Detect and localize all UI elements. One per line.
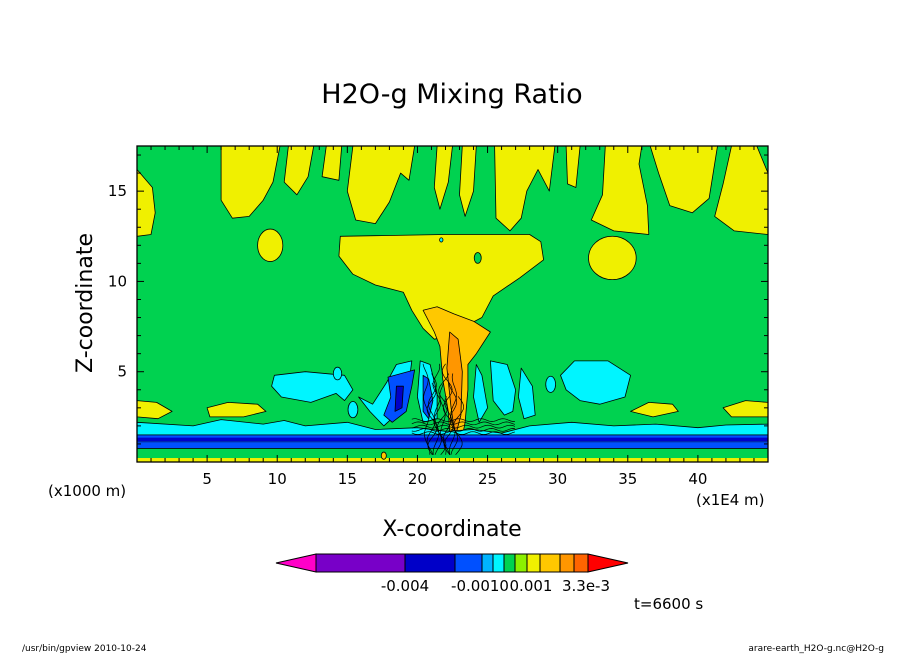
colorbar-arrow-high [587,553,629,573]
x-tick-label: 30 [548,470,567,488]
colorbar-swatch [539,553,561,573]
contour-region [137,437,768,442]
colorbar-swatch [481,553,494,573]
x-tick-label: 40 [688,470,707,488]
colorbar-swatch [315,553,406,573]
contour-region [590,146,650,235]
contour-region [630,401,679,418]
x-axis-ticks: 5 10 15 20 25 30 35 40 [150,146,755,488]
contour-region [433,146,453,210]
contour-region [446,331,463,438]
contour-region [714,146,768,235]
contour-region [137,458,768,462]
x-axis-label: X-coordinate [382,517,521,542]
contour-line [411,421,516,426]
contour-plot-area [136,145,769,463]
time-label: t=6600 s [634,595,703,613]
contour-region [137,442,768,449]
contour-region [489,360,516,416]
plot-frame [136,145,769,463]
contour-line [426,383,438,456]
contour-region [439,237,444,243]
x-tick-label: 35 [618,470,637,488]
colorbar-swatch [573,553,589,573]
contour-line [448,383,458,455]
x-tick-label: 25 [478,470,497,488]
contour-region [137,169,156,237]
contour-region [473,252,482,264]
contour-line [426,373,437,455]
core-contour-lines [411,363,516,456]
contour-region [271,371,354,403]
contour-line [411,418,515,422]
contour-region [565,146,581,188]
footer-right: arare-earth_H2O-g.nc@H2O-g [748,644,884,654]
contour-region [494,146,556,232]
contour-region [283,146,315,196]
contour-region [394,385,404,412]
contour-region [459,146,477,217]
y-tick-label: 15 [108,182,127,200]
y-axis-label: Z-coordinate [73,233,98,373]
colorbar-swatch [559,553,575,573]
contour-region [257,228,284,262]
contour-region [560,360,631,405]
contour-region [722,400,768,418]
colorbar-tick-label: 0.001 [510,577,553,595]
colorbar-tick-label: 3.3e-3 [562,577,610,595]
y-axis-ticks: 5 10 15 [108,154,768,445]
colorbar-swatch [503,553,516,573]
contour-line [448,373,457,455]
contour-line [441,363,454,456]
colorbar-tick-label: -0.004 [381,577,429,595]
contour-region [332,366,343,381]
footer-left: /usr/bin/gpview 2010-10-24 [22,644,147,654]
colorbar-tick-label: -0.0010 [451,577,509,595]
contour-line [432,363,442,455]
contour-region [220,146,281,219]
contour-region [588,235,637,281]
contour-line [411,424,516,429]
contour-region [137,400,173,420]
contour-region [321,146,343,181]
colorbar [275,553,629,573]
contour-line [439,383,447,455]
x-tick-label: 20 [408,470,427,488]
x-tick-label: 10 [268,470,287,488]
colorbar-swatch [404,553,456,573]
x-unit-left: (x1000 m) [48,482,126,500]
x-tick-label: 15 [338,470,357,488]
chart-title: H2O-g Mixing Ratio [321,79,582,110]
colorbar-swatch [514,553,528,573]
contour-region [473,364,489,423]
contour-region [206,401,267,418]
colorbar-arrow-low [275,553,317,573]
contour-line [411,428,515,432]
contour-region [518,367,536,420]
contour-region [380,451,387,460]
contour-region [545,375,556,393]
colorbar-swatch [526,553,541,573]
colorbar-swatch [492,553,505,573]
contour-region [347,401,359,419]
contour-line [442,396,452,455]
y-tick-label: 10 [108,272,127,290]
x-tick-label: 5 [202,470,212,488]
contour-region [649,146,718,214]
y-tick-label: 5 [117,363,127,381]
contour-line [453,396,465,456]
x-unit-right: (x1E4 m) [696,491,765,509]
contour-region [346,146,416,225]
colorbar-tick-labels: -0.004 -0.0010 0.001 3.3e-3 [381,577,610,595]
contour-line [432,396,441,455]
contour-line [411,431,516,435]
colorbar-swatch [454,553,483,573]
